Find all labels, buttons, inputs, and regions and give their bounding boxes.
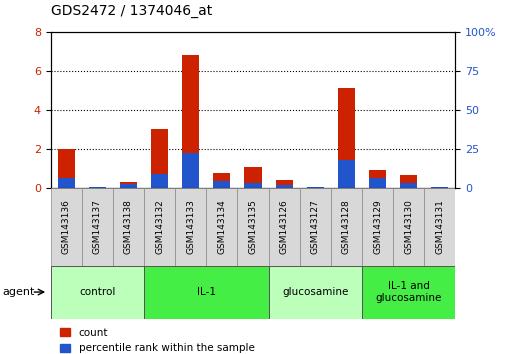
Bar — [113, 188, 144, 266]
Legend: count, percentile rank within the sample: count, percentile rank within the sample — [56, 324, 258, 354]
Text: control: control — [79, 287, 115, 297]
Text: glucosamine: glucosamine — [281, 287, 348, 297]
Bar — [430, 187, 447, 188]
Text: GSM143132: GSM143132 — [155, 199, 164, 254]
Bar — [330, 188, 361, 266]
Bar — [120, 182, 137, 188]
Bar — [213, 181, 230, 188]
Bar — [144, 188, 175, 266]
Bar — [213, 173, 230, 188]
Bar — [368, 170, 385, 188]
Bar — [268, 266, 361, 319]
Bar — [182, 55, 199, 188]
Text: GDS2472 / 1374046_at: GDS2472 / 1374046_at — [50, 4, 212, 18]
Bar — [361, 188, 392, 266]
Bar — [150, 129, 168, 188]
Bar — [306, 187, 323, 188]
Text: agent: agent — [3, 287, 35, 297]
Bar — [423, 188, 454, 266]
Bar — [244, 183, 261, 188]
Bar — [306, 187, 323, 188]
Text: IL-1 and
glucosamine: IL-1 and glucosamine — [375, 281, 441, 303]
Bar — [88, 187, 106, 188]
Text: GSM143137: GSM143137 — [92, 199, 102, 254]
Bar — [206, 188, 237, 266]
Bar — [337, 160, 355, 188]
Bar — [361, 266, 454, 319]
Bar — [175, 188, 206, 266]
Text: IL-1: IL-1 — [196, 287, 215, 297]
Bar — [182, 153, 199, 188]
Bar — [237, 188, 268, 266]
Bar — [120, 184, 137, 188]
Bar — [144, 266, 268, 319]
Bar — [399, 183, 417, 188]
Text: GSM143126: GSM143126 — [279, 199, 288, 254]
Bar — [50, 266, 144, 319]
Bar — [368, 178, 385, 188]
Bar — [275, 185, 292, 188]
Bar — [392, 188, 423, 266]
Bar — [50, 188, 82, 266]
Bar — [430, 187, 447, 188]
Bar — [82, 188, 113, 266]
Text: GSM143138: GSM143138 — [124, 199, 133, 254]
Bar — [244, 167, 261, 188]
Bar — [150, 174, 168, 188]
Bar — [275, 180, 292, 188]
Text: GSM143127: GSM143127 — [310, 199, 319, 254]
Text: GSM143133: GSM143133 — [186, 199, 195, 254]
Bar — [268, 188, 299, 266]
Text: GSM143128: GSM143128 — [341, 199, 350, 254]
Bar — [337, 88, 355, 188]
Bar — [58, 178, 75, 188]
Bar — [299, 188, 330, 266]
Text: GSM143130: GSM143130 — [403, 199, 413, 254]
Text: GSM143136: GSM143136 — [62, 199, 71, 254]
Text: GSM143131: GSM143131 — [434, 199, 443, 254]
Bar — [88, 187, 106, 188]
Text: GSM143134: GSM143134 — [217, 199, 226, 254]
Bar — [399, 175, 417, 188]
Text: GSM143129: GSM143129 — [372, 199, 381, 254]
Text: GSM143135: GSM143135 — [248, 199, 257, 254]
Bar — [58, 149, 75, 188]
